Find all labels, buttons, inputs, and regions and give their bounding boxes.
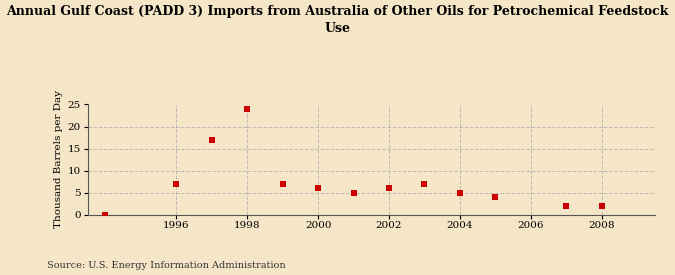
Point — [596, 204, 607, 208]
Point — [277, 182, 288, 186]
Point — [348, 190, 359, 195]
Point — [561, 204, 572, 208]
Point — [171, 182, 182, 186]
Point — [207, 138, 217, 142]
Point — [490, 195, 501, 199]
Point — [383, 186, 394, 190]
Text: Annual Gulf Coast (PADD 3) Imports from Australia of Other Oils for Petrochemica: Annual Gulf Coast (PADD 3) Imports from … — [6, 6, 669, 35]
Point — [419, 182, 430, 186]
Point — [454, 190, 465, 195]
Point — [242, 107, 252, 111]
Point — [100, 212, 111, 217]
Text: Source: U.S. Energy Information Administration: Source: U.S. Energy Information Administ… — [47, 260, 286, 270]
Point — [313, 186, 323, 190]
Y-axis label: Thousand Barrels per Day: Thousand Barrels per Day — [55, 90, 63, 229]
